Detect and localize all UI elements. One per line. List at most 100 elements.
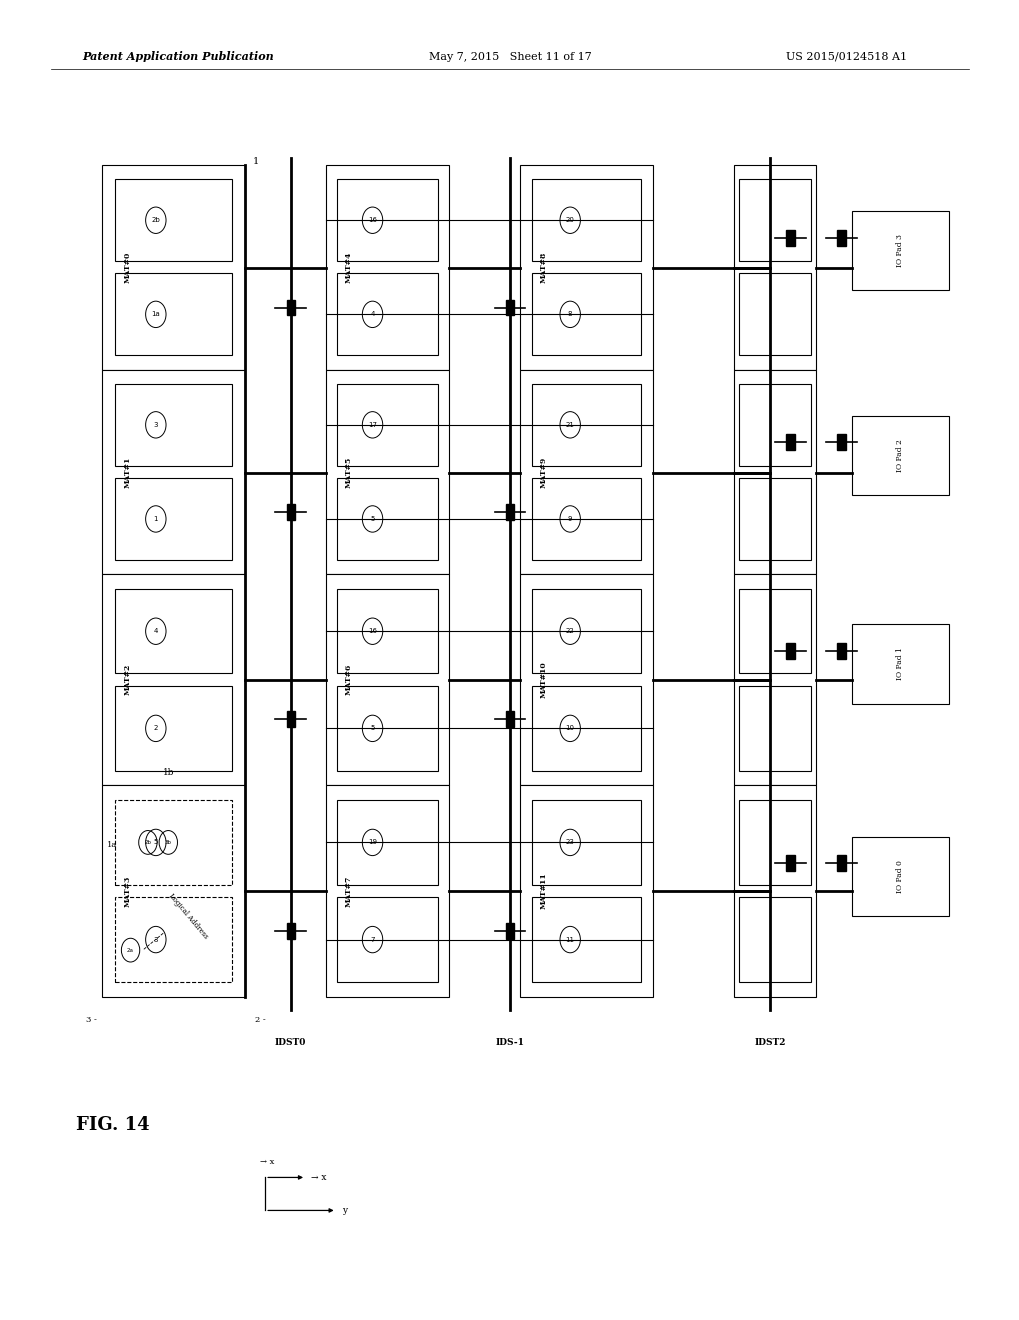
Text: 22: 22 — [566, 628, 574, 634]
Text: 2b: 2b — [145, 840, 151, 845]
Bar — [505, 711, 514, 727]
Text: 5: 5 — [154, 840, 158, 845]
Bar — [734, 785, 815, 997]
Bar — [851, 211, 948, 290]
Text: 5: 5 — [370, 516, 374, 521]
Text: MAT#10: MAT#10 — [539, 661, 547, 698]
Bar — [520, 165, 652, 370]
Bar — [505, 504, 514, 520]
Text: 21: 21 — [566, 422, 574, 428]
Text: 1: 1 — [253, 157, 259, 165]
Text: 4: 4 — [370, 312, 374, 317]
Text: 23: 23 — [566, 840, 574, 845]
Bar — [326, 370, 448, 574]
Bar — [532, 589, 640, 673]
Bar — [739, 384, 810, 466]
Text: 3: 3 — [154, 422, 158, 428]
Text: IO Pad 0: IO Pad 0 — [896, 861, 903, 892]
Text: IO Pad 1: IO Pad 1 — [896, 648, 903, 680]
Text: 16: 16 — [368, 628, 377, 634]
Bar — [734, 370, 815, 574]
Bar — [102, 785, 245, 997]
Text: 17: 17 — [368, 422, 377, 428]
Bar — [286, 300, 294, 315]
Bar — [739, 273, 810, 355]
Text: y: y — [341, 1206, 346, 1214]
Bar — [851, 837, 948, 916]
Text: 2a: 2a — [127, 948, 133, 953]
Text: US 2015/0124518 A1: US 2015/0124518 A1 — [786, 51, 906, 62]
Text: IDS-1: IDS-1 — [495, 1039, 524, 1047]
Bar — [115, 686, 231, 771]
Bar — [739, 686, 810, 771]
Bar — [520, 785, 652, 997]
Bar — [115, 384, 231, 466]
Text: MAT#8: MAT#8 — [539, 252, 547, 282]
Bar — [326, 574, 448, 785]
Bar — [102, 574, 245, 785]
Text: 4: 4 — [154, 628, 158, 634]
Text: FIG. 14: FIG. 14 — [76, 1115, 150, 1134]
Bar — [337, 180, 437, 261]
Bar — [286, 504, 294, 520]
Text: IO Pad 2: IO Pad 2 — [896, 440, 903, 471]
Text: 5: 5 — [370, 726, 374, 731]
Bar — [851, 416, 948, 495]
Bar — [786, 643, 794, 659]
Bar — [337, 589, 437, 673]
Bar — [739, 800, 810, 884]
Text: MAT#7: MAT#7 — [344, 875, 353, 907]
Bar — [286, 711, 294, 727]
Text: 8: 8 — [568, 312, 572, 317]
Text: 2: 2 — [154, 726, 158, 731]
Text: 1: 1 — [154, 516, 158, 521]
Bar — [520, 370, 652, 574]
Bar — [837, 230, 845, 246]
Text: MAT#1: MAT#1 — [123, 457, 131, 487]
Text: 20: 20 — [566, 218, 574, 223]
Text: 9: 9 — [568, 516, 572, 521]
Bar — [532, 478, 640, 560]
Bar — [739, 478, 810, 560]
Text: MAT#6: MAT#6 — [344, 664, 353, 696]
Bar — [337, 384, 437, 466]
Bar — [734, 165, 815, 370]
Text: MAT#3: MAT#3 — [123, 875, 131, 907]
Bar — [115, 589, 231, 673]
Bar — [532, 898, 640, 982]
Bar — [337, 800, 437, 884]
Text: MAT#4: MAT#4 — [344, 252, 353, 282]
Bar — [505, 923, 514, 939]
Text: 16: 16 — [368, 218, 377, 223]
Text: → x: → x — [260, 1158, 274, 1166]
Bar — [532, 273, 640, 355]
Text: IO Pad 3: IO Pad 3 — [896, 235, 903, 267]
Bar — [532, 686, 640, 771]
Text: 1a: 1a — [107, 841, 117, 849]
Text: 19: 19 — [368, 840, 377, 845]
Bar — [739, 589, 810, 673]
Bar — [337, 686, 437, 771]
Text: Patent Application Publication: Patent Application Publication — [83, 51, 274, 62]
Bar — [115, 273, 231, 355]
Bar — [851, 624, 948, 704]
Text: 3: 3 — [154, 937, 158, 942]
Text: MAT#5: MAT#5 — [344, 457, 353, 487]
Bar — [102, 370, 245, 574]
Bar — [326, 785, 448, 997]
Bar — [786, 855, 794, 871]
Text: MAT#0: MAT#0 — [123, 252, 131, 282]
Bar — [286, 923, 294, 939]
Bar — [505, 300, 514, 315]
Text: 3 -: 3 - — [86, 1016, 97, 1024]
Text: IDST2: IDST2 — [754, 1039, 785, 1047]
Bar — [734, 574, 815, 785]
Bar — [102, 165, 245, 370]
Bar — [786, 230, 794, 246]
Bar — [739, 898, 810, 982]
Bar — [786, 434, 794, 450]
Text: → x: → x — [311, 1173, 326, 1181]
Text: MAT#11: MAT#11 — [539, 873, 547, 909]
Text: MAT#9: MAT#9 — [539, 457, 547, 487]
Bar — [837, 855, 845, 871]
